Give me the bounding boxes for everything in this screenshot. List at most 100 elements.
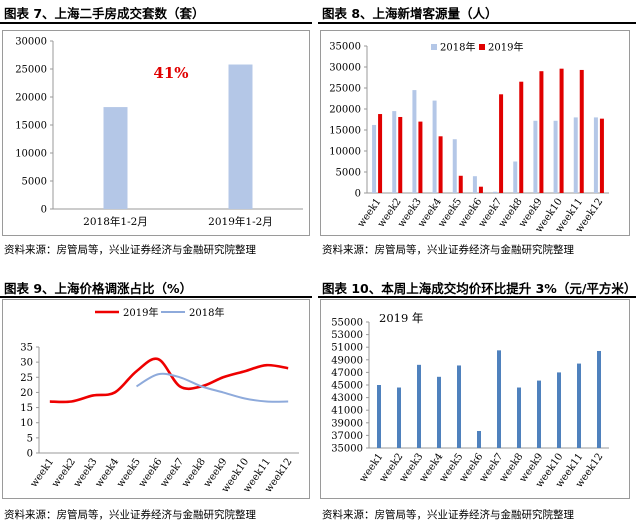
y-tick-label: 10000 xyxy=(329,147,361,158)
y-tick-label: 37000 xyxy=(331,431,363,442)
chart-frame: 0 5000 10000 15000 20000 25000 30000 35000 week1… xyxy=(320,30,630,236)
panel-title: 图表 9、上海价格调涨占比（%） xyxy=(4,281,193,296)
y-tick-label: 15000 xyxy=(329,126,361,137)
y-tick-label: 20000 xyxy=(329,105,361,116)
y-tick-label: 15000 xyxy=(15,121,47,132)
y-tick-label: 10000 xyxy=(15,149,47,160)
bar-2018 xyxy=(553,120,558,193)
legend-swatch xyxy=(431,44,437,50)
bar xyxy=(497,350,501,448)
bar-2019 xyxy=(579,69,584,193)
panel-title: 图表 10、本周上海成交均价环比提升 3%（元/平方米） xyxy=(322,281,637,296)
y-tick-label: 35 xyxy=(20,343,33,354)
y-tick-label: 35000 xyxy=(329,42,361,53)
y-tick-label: 45000 xyxy=(331,381,363,392)
source-note: 资料来源：房管局等，兴业证券经济与金融研究院整理 xyxy=(322,244,574,256)
y-tick-label: 30000 xyxy=(329,63,361,74)
bar xyxy=(557,372,561,448)
y-tick-label: 20000 xyxy=(15,93,47,104)
bar-2018 xyxy=(573,117,578,193)
y-tick-label: 10 xyxy=(20,418,33,429)
y-tick-label: 5 xyxy=(27,433,33,444)
bar xyxy=(437,376,441,448)
title-rule xyxy=(318,22,636,24)
source-note: 资料来源：房管局等，兴业证券经济与金融研究院整理 xyxy=(322,509,574,521)
panel-title: 图表 7、上海二手房成交套数（套） xyxy=(4,6,205,21)
y-tick-label: 41000 xyxy=(331,406,363,417)
series-line-2018 xyxy=(135,372,289,403)
chart-price-rise-share: 05101520253035week1week2week3week4week5w… xyxy=(20,306,299,495)
y-tick-label: 51000 xyxy=(331,343,363,354)
y-tick-label: 0 xyxy=(41,205,47,216)
y-tick-label: 25000 xyxy=(329,84,361,95)
legend-label: 2019年 xyxy=(123,306,158,319)
bar-2019 xyxy=(378,114,383,193)
bar-2018 xyxy=(533,120,538,193)
y-tick-label: 47000 xyxy=(331,368,363,379)
bar-2018 xyxy=(513,161,518,193)
legend-label: 2018年 xyxy=(189,306,224,319)
legend-swatch xyxy=(479,44,485,50)
y-tick-label: 20 xyxy=(20,388,33,399)
legend-label: 2018年 xyxy=(440,41,475,54)
legend-label: 2019年 xyxy=(488,41,523,54)
y-tick-label: 5000 xyxy=(22,177,47,188)
bar xyxy=(228,64,253,209)
bar-2019 xyxy=(478,186,483,193)
series-line-2019 xyxy=(49,357,289,404)
bar-2019 xyxy=(519,81,524,193)
bar-2018 xyxy=(392,111,397,193)
y-tick-label: 5000 xyxy=(336,168,361,179)
bar-2018 xyxy=(472,176,477,193)
bar-2019 xyxy=(599,118,604,193)
y-tick-label: 43000 xyxy=(331,393,363,404)
x-tick-label: 2019年1-2月 xyxy=(208,215,273,228)
y-tick-label: 15 xyxy=(20,403,33,414)
bar-2018 xyxy=(432,100,437,193)
series-label: 2019 年 xyxy=(379,311,423,325)
bar-2019 xyxy=(418,121,423,193)
title-rule xyxy=(0,296,312,298)
panel-title: 图表 8、上海新增客源量（人） xyxy=(322,6,498,21)
bar-2019 xyxy=(438,136,443,193)
x-tick-label: 2018年1-2月 xyxy=(83,215,148,228)
chart-frame: 0 5000 10000 15000 20000 25000 30000 2018年1-2月 2… xyxy=(2,30,310,236)
y-tick-label: 39000 xyxy=(331,418,363,429)
bar-2018 xyxy=(372,124,377,193)
bar xyxy=(597,350,601,448)
bar xyxy=(537,380,541,448)
bar xyxy=(417,364,421,448)
source-note: 资料来源：房管局等，兴业证券经济与金融研究院整理 xyxy=(4,244,256,256)
y-tick-label: 30 xyxy=(20,358,33,369)
title-rule xyxy=(0,22,312,24)
bar xyxy=(377,385,381,448)
y-tick-label: 35000 xyxy=(331,444,363,455)
y-tick-label: 25000 xyxy=(15,65,47,76)
bar-2019 xyxy=(499,94,504,193)
bar xyxy=(517,387,521,448)
bar-2019 xyxy=(458,175,463,193)
bar-2018 xyxy=(493,191,498,193)
title-rule xyxy=(318,296,636,298)
chart-new-clients: 05000100001500020000250003000035000week1… xyxy=(329,41,609,235)
bar-2019 xyxy=(539,71,544,193)
chart-frame: 0 5 10 15 20 25 30 35 week1 week2 week3 week4 week5 w… xyxy=(2,299,310,499)
y-tick-label: 0 xyxy=(355,189,361,200)
bar xyxy=(457,365,461,448)
source-note: 资料来源：房管局等，兴业证券经济与金融研究院整理 xyxy=(4,509,256,521)
y-tick-label: 30000 xyxy=(15,37,47,48)
bar xyxy=(103,107,128,209)
y-tick-label: 25 xyxy=(20,373,33,384)
y-tick-label: 55000 xyxy=(331,318,363,329)
bar xyxy=(577,363,581,448)
bar-2018 xyxy=(452,139,457,193)
bar-2019 xyxy=(559,68,564,193)
chart-frame: 35000 37000 39000 41000 43000 45000 47000 49000… xyxy=(320,299,630,499)
bar-2018 xyxy=(593,117,598,193)
bar xyxy=(477,430,481,448)
y-tick-label: 49000 xyxy=(331,355,363,366)
chart-secondhand-sales: 0 5000 10000 15000 20000 25000 30000 2018年1-2月 2… xyxy=(15,37,303,228)
bar xyxy=(397,387,401,448)
growth-annotation: 41% xyxy=(153,64,188,82)
